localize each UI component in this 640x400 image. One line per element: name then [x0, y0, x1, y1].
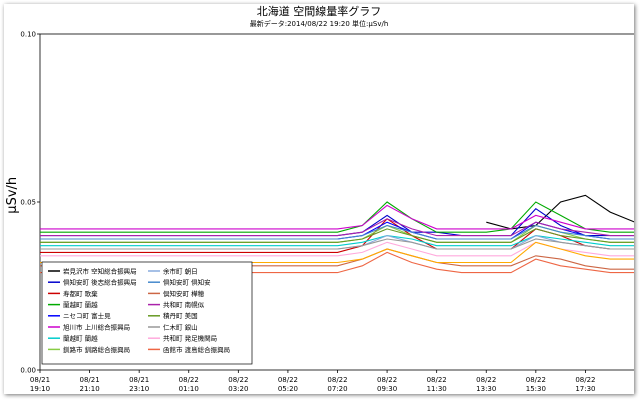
legend-label: 函館市 渡島総合振興局 — [163, 345, 230, 354]
x-tick-date: 08/22 — [377, 376, 397, 384]
legend-label: 岩見沢市 空知総合振興局 — [63, 266, 137, 275]
x-tick-date: 08/21 — [129, 376, 149, 384]
legend-label: ニセコ町 富士見 — [63, 311, 111, 320]
x-tick-date: 08/22 — [228, 376, 248, 384]
x-tick-time: 01:10 — [179, 385, 199, 393]
legend-label: 仁木町 銀山 — [163, 322, 198, 331]
x-tick-time: 05:20 — [278, 385, 298, 393]
x-tick-time: 07:20 — [327, 385, 347, 393]
chart-title: 北海道 空間線量率グラフ — [257, 4, 382, 18]
series-line — [40, 204, 634, 230]
x-tick-time: 17:30 — [575, 385, 595, 393]
series-line — [486, 194, 634, 230]
legend-label: 共和町 発足機関局 — [163, 334, 217, 343]
x-tick-date: 08/22 — [278, 376, 298, 384]
legend-box — [41, 261, 253, 365]
legend-label: 余市町 朝日 — [163, 266, 198, 275]
x-tick-date: 08/22 — [526, 376, 546, 384]
series-line — [40, 224, 634, 240]
legend-label: 寿都町 歌棄 — [63, 289, 98, 298]
y-axis-label: μSv/h — [5, 177, 20, 214]
y-axis-ticks: 0.00 0.05 0.10 — [20, 31, 40, 375]
x-tick-date: 08/22 — [327, 376, 347, 384]
x-tick-date: 08/21 — [30, 376, 50, 384]
legend-label: 積丹町 美国 — [163, 311, 198, 320]
y-tick-label: 0.05 — [20, 199, 36, 207]
x-axis-ticks: 08/2119:1008/2121:1008/2123:1008/2201:10… — [30, 370, 596, 393]
series-line — [40, 201, 634, 233]
legend-label: 蘭越町 蘭越 — [63, 300, 98, 309]
series-line — [40, 218, 634, 237]
x-tick-time: 19:10 — [30, 385, 50, 393]
y-tick-label: 0.00 — [20, 367, 36, 375]
series-lines — [40, 194, 634, 274]
x-tick-time: 09:30 — [377, 385, 397, 393]
legend-label: 倶知安町 後志総合振興局 — [63, 278, 137, 287]
x-tick-time: 03:20 — [228, 385, 248, 393]
legend-label: 釧路市 釧路総合振興局 — [63, 345, 130, 354]
chart-subtitle: 最新データ:2014/08/22 19:20 単位:μSv/h — [250, 19, 389, 28]
legend-label: 蘭越町 蘭越 — [63, 334, 98, 343]
x-tick-time: 15:30 — [526, 385, 546, 393]
x-tick-time: 23:10 — [129, 385, 149, 393]
line-chart: 北海道 空間線量率グラフ 最新データ:2014/08/22 19:20 単位:μ… — [5, 4, 634, 393]
chart-frame: 北海道 空間線量率グラフ 最新データ:2014/08/22 19:20 単位:μ… — [4, 4, 634, 394]
x-tick-time: 11:30 — [427, 385, 447, 393]
x-tick-time: 21:10 — [79, 385, 99, 393]
legend-label: 共和町 南幌似 — [163, 300, 205, 309]
x-tick-date: 08/22 — [179, 376, 199, 384]
x-tick-date: 08/21 — [79, 376, 99, 384]
series-line — [40, 238, 634, 250]
x-tick-time: 13:30 — [476, 385, 496, 393]
x-tick-date: 08/22 — [575, 376, 595, 384]
legend-label: 旭川市 上川総合振興局 — [63, 322, 130, 331]
x-tick-date: 08/22 — [427, 376, 447, 384]
legend-label: 倶知安町 倶知安 — [163, 278, 211, 287]
legend-label: 倶知安町 樺穂 — [163, 289, 205, 298]
y-tick-label: 0.10 — [20, 31, 36, 39]
series-line — [40, 228, 634, 243]
x-tick-date: 08/22 — [476, 376, 496, 384]
